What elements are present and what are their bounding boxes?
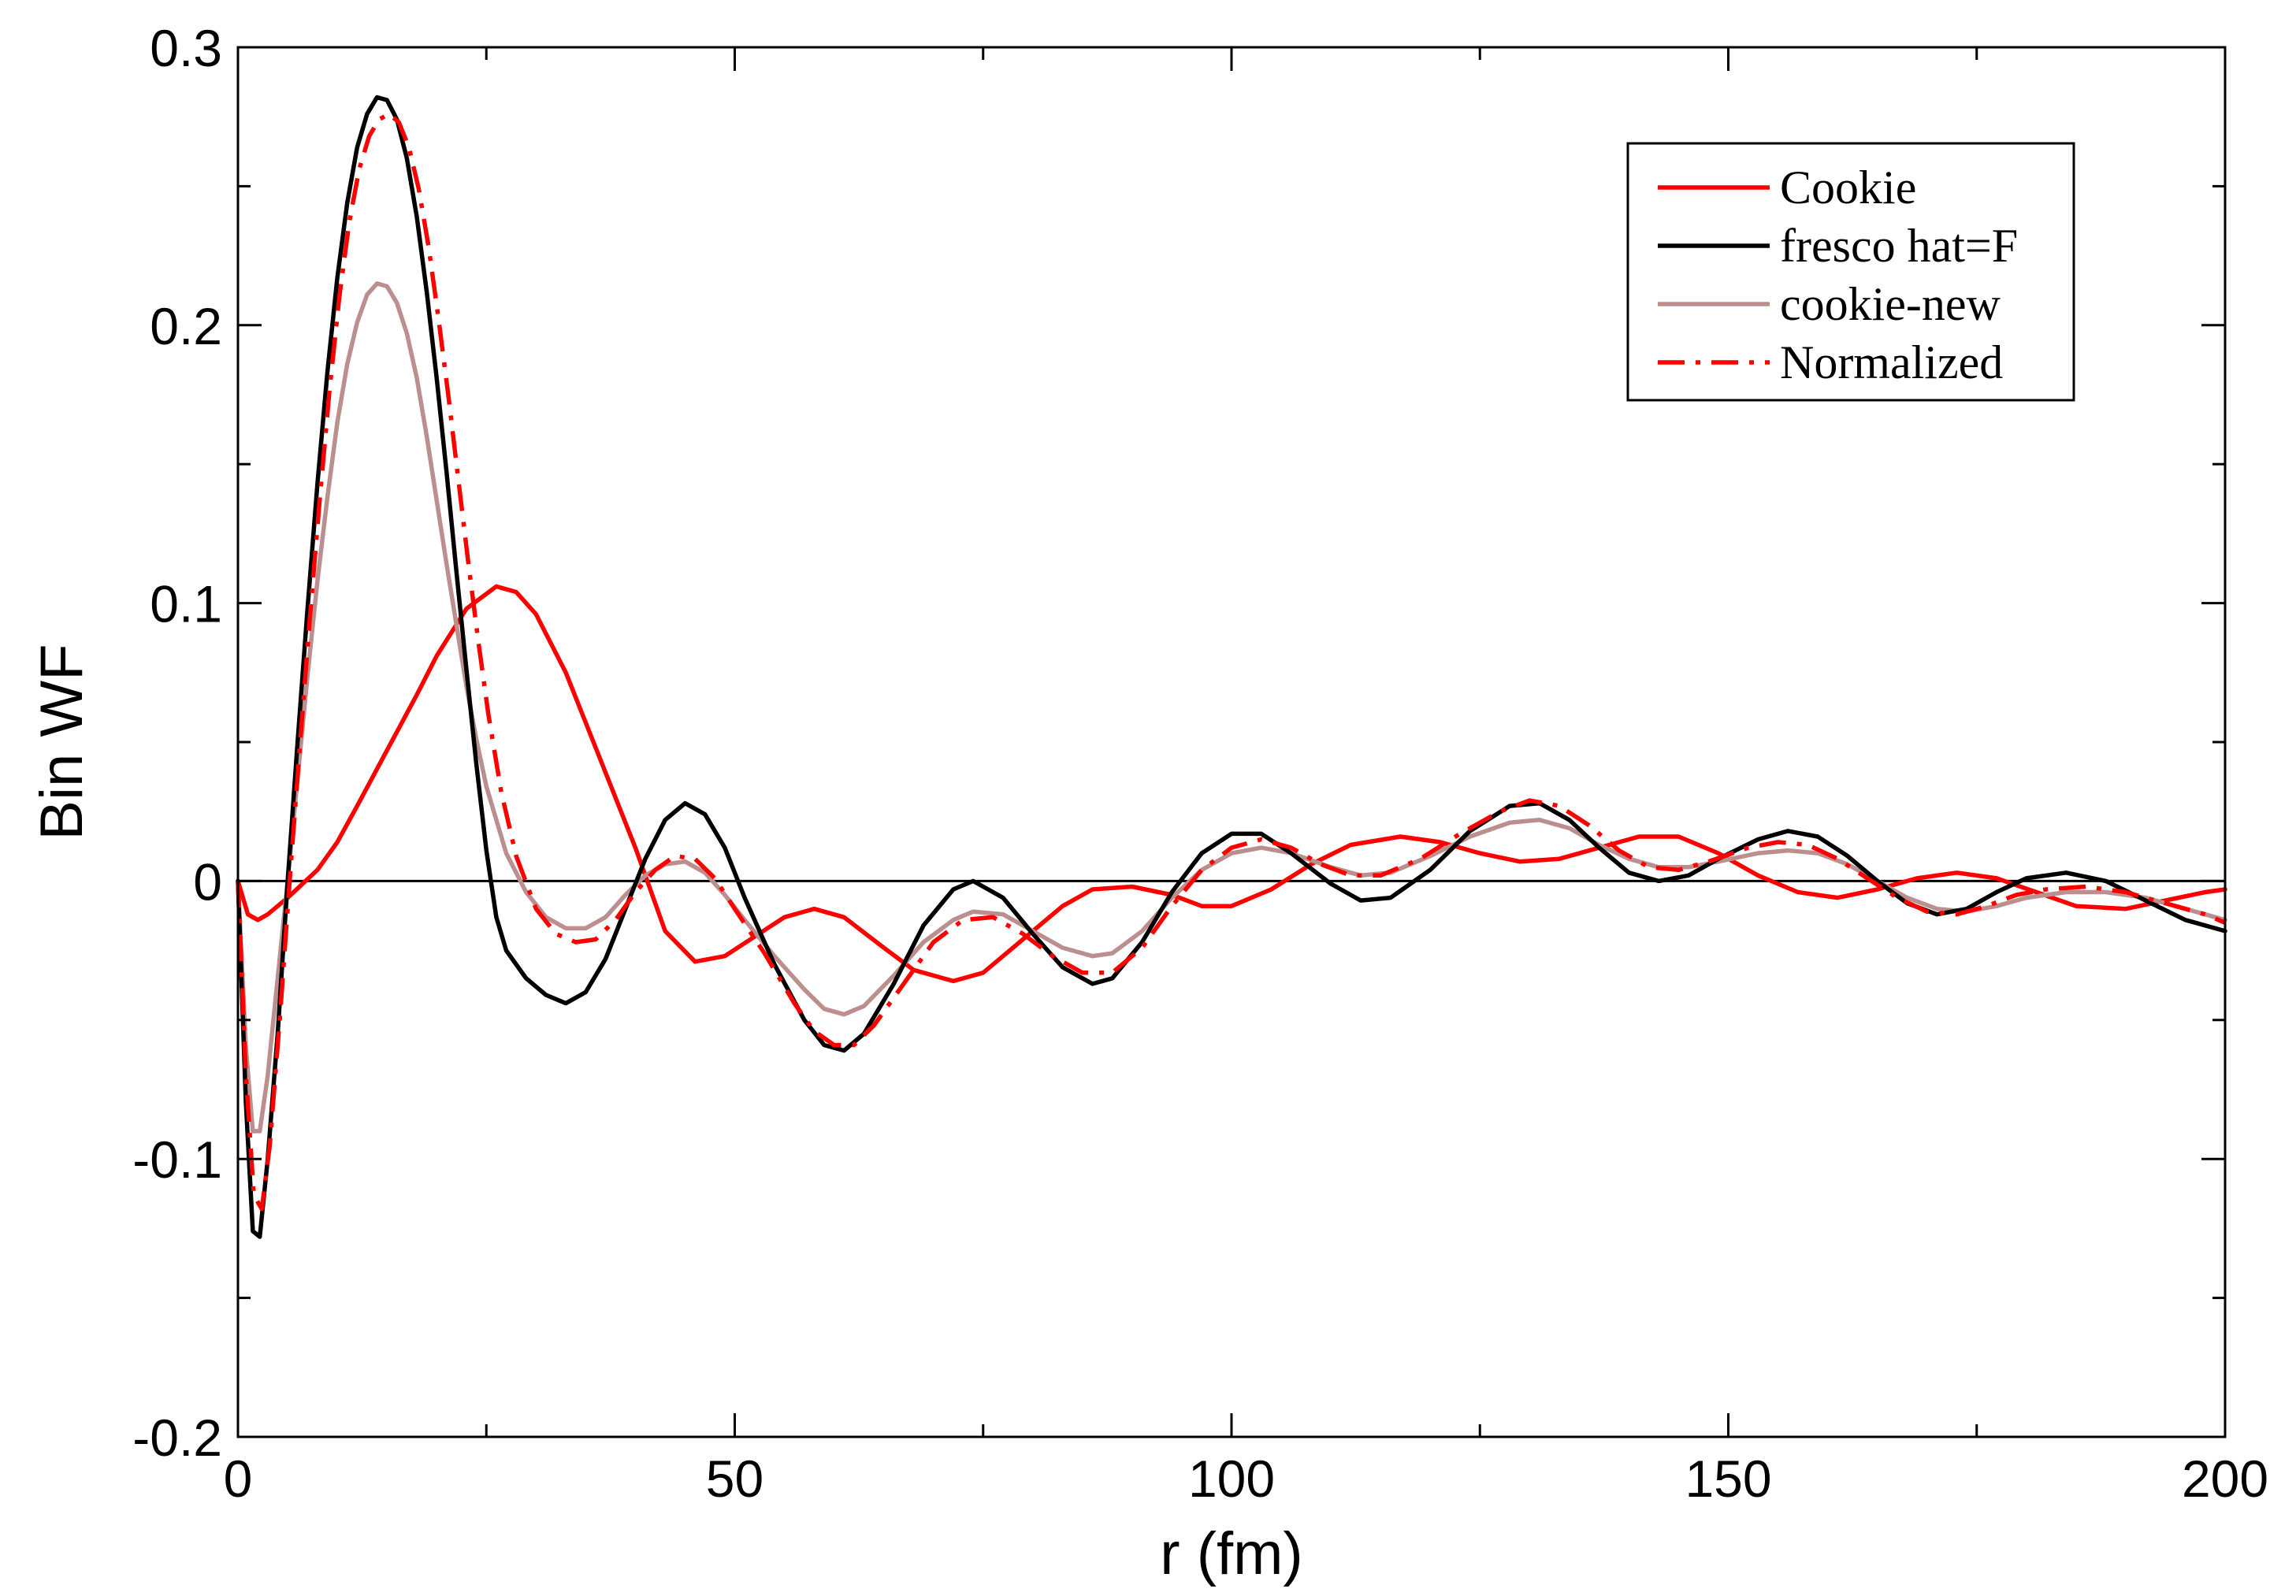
legend: Cookie fresco hat=F cookie-new Normalized <box>1626 142 2075 402</box>
axis-ticks <box>236 46 2227 1438</box>
x-tick-label: 150 <box>1685 1449 1771 1508</box>
y-tick-label: 0.3 <box>150 19 222 77</box>
legend-label: Normalized <box>1780 336 2003 388</box>
legend-label: Cookie <box>1780 161 1916 213</box>
y-tick-label: 0.1 <box>150 575 222 633</box>
y-tick-label: 0.2 <box>150 297 222 355</box>
x-axis-title: r (fm) <box>1160 1520 1302 1587</box>
series-line-4 <box>236 111 2227 1212</box>
series-lines <box>236 95 2227 1239</box>
y-axis-title: Bin WF <box>28 644 95 840</box>
series-line-1 <box>236 584 2227 984</box>
legend-label: fresco hat=F <box>1780 220 2018 272</box>
y-tick-label: -0.2 <box>132 1409 222 1467</box>
x-tick-label: 0 <box>224 1449 253 1508</box>
x-tick-label: 100 <box>1188 1449 1275 1508</box>
x-tick-label: 50 <box>706 1449 763 1508</box>
axis-tick-labels: 0 50 100 150 200 -0.2 -0.1 0 0.1 0.2 0.3 <box>132 19 2268 1508</box>
y-tick-label: -0.1 <box>132 1130 222 1189</box>
y-tick-label: 0 <box>193 852 222 911</box>
x-tick-label: 200 <box>2182 1449 2268 1508</box>
legend-label: cookie-new <box>1780 278 2001 330</box>
series-line-3 <box>236 281 2227 1134</box>
